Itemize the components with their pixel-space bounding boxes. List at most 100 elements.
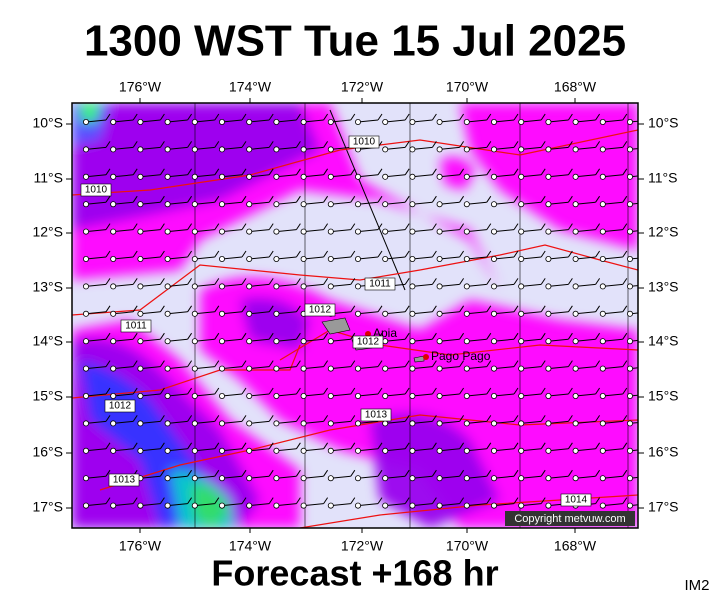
wind-barb xyxy=(113,448,134,452)
wind-barb xyxy=(221,283,243,287)
wind-barb xyxy=(521,229,542,233)
wind-barb xyxy=(602,311,623,315)
wind-barb xyxy=(575,448,596,452)
wind-barb xyxy=(276,146,297,150)
wind-barb xyxy=(221,256,243,260)
station xyxy=(354,392,361,399)
wind-barb xyxy=(650,141,654,147)
wind-barb xyxy=(486,469,492,477)
isobar-label-box xyxy=(120,319,152,333)
wind-barb xyxy=(330,201,351,205)
wind-barb xyxy=(276,229,297,233)
wind-barb xyxy=(330,366,351,370)
station xyxy=(300,475,307,482)
station xyxy=(191,146,198,153)
station xyxy=(545,475,552,482)
wind-barb xyxy=(140,338,161,342)
wind-barb xyxy=(412,448,433,452)
wind-barb xyxy=(548,201,569,205)
wind-barb xyxy=(214,360,220,367)
wind-barb xyxy=(595,497,601,504)
wind-barb xyxy=(323,360,329,367)
wind-barb xyxy=(140,475,161,479)
wind-barb xyxy=(295,113,301,121)
wind-barb xyxy=(276,311,297,315)
wind-barb xyxy=(268,195,274,203)
wind-barb xyxy=(486,168,492,176)
station xyxy=(599,228,606,235)
station xyxy=(110,502,117,509)
station xyxy=(137,146,144,153)
wind-barb xyxy=(385,201,406,205)
wind-barb xyxy=(466,393,487,397)
wind-barb xyxy=(330,420,351,424)
wind-barb xyxy=(540,250,546,258)
wind-barb xyxy=(105,195,111,203)
station xyxy=(409,173,416,180)
station xyxy=(409,475,416,482)
station xyxy=(300,228,307,235)
station xyxy=(273,119,280,126)
station xyxy=(164,475,171,482)
wind-barb xyxy=(622,497,628,504)
wind-barb xyxy=(187,332,193,340)
station xyxy=(572,119,579,126)
station xyxy=(463,392,470,399)
wind-barb xyxy=(105,497,111,504)
wind-barb xyxy=(548,338,569,342)
wind-barb xyxy=(540,415,546,422)
wind-barb xyxy=(459,250,465,258)
wind-barb xyxy=(330,283,351,287)
wind-barb xyxy=(159,250,165,258)
station xyxy=(218,447,225,454)
wind-barb xyxy=(439,283,460,287)
station xyxy=(599,392,606,399)
station xyxy=(572,475,579,482)
wind-barb xyxy=(650,196,654,202)
wind-barb xyxy=(350,305,356,313)
wind-barb xyxy=(493,174,515,178)
wind-barb xyxy=(295,223,301,230)
wind-barb xyxy=(602,201,623,205)
wind-barb xyxy=(521,338,542,342)
station xyxy=(218,173,225,180)
lat-label: 12°S xyxy=(32,224,63,240)
wind-barb xyxy=(548,420,569,424)
station xyxy=(463,146,470,153)
wind-barb xyxy=(214,415,220,422)
wind-barb xyxy=(187,113,193,121)
station xyxy=(110,310,117,317)
wind-barb xyxy=(439,256,460,260)
wind-barb xyxy=(629,339,638,342)
wind-barb xyxy=(404,442,410,450)
station xyxy=(218,502,225,509)
wind-barb xyxy=(350,415,356,422)
wind-barb xyxy=(303,256,324,260)
wind-barb xyxy=(140,174,161,178)
station xyxy=(382,173,389,180)
wind-barb xyxy=(132,442,138,450)
station xyxy=(246,310,253,317)
station xyxy=(490,255,497,262)
wind-barb xyxy=(459,469,465,477)
station xyxy=(218,392,225,399)
station xyxy=(518,228,525,235)
wind-barb xyxy=(140,393,161,397)
wind-barb xyxy=(159,497,165,504)
station xyxy=(246,201,253,208)
wind-barb xyxy=(439,119,460,123)
station xyxy=(518,146,525,153)
wind-barb xyxy=(221,201,243,205)
wind-barb xyxy=(140,256,161,260)
wind-barb xyxy=(132,305,138,313)
isobar-label-box xyxy=(104,399,136,413)
wind-barb xyxy=(486,332,492,340)
wind-barb xyxy=(385,311,406,315)
wind-barb xyxy=(404,305,410,313)
station xyxy=(137,365,144,372)
wind-barb xyxy=(167,366,188,370)
station xyxy=(545,447,552,454)
wind-barb xyxy=(249,393,270,397)
wind-barb xyxy=(194,448,215,452)
